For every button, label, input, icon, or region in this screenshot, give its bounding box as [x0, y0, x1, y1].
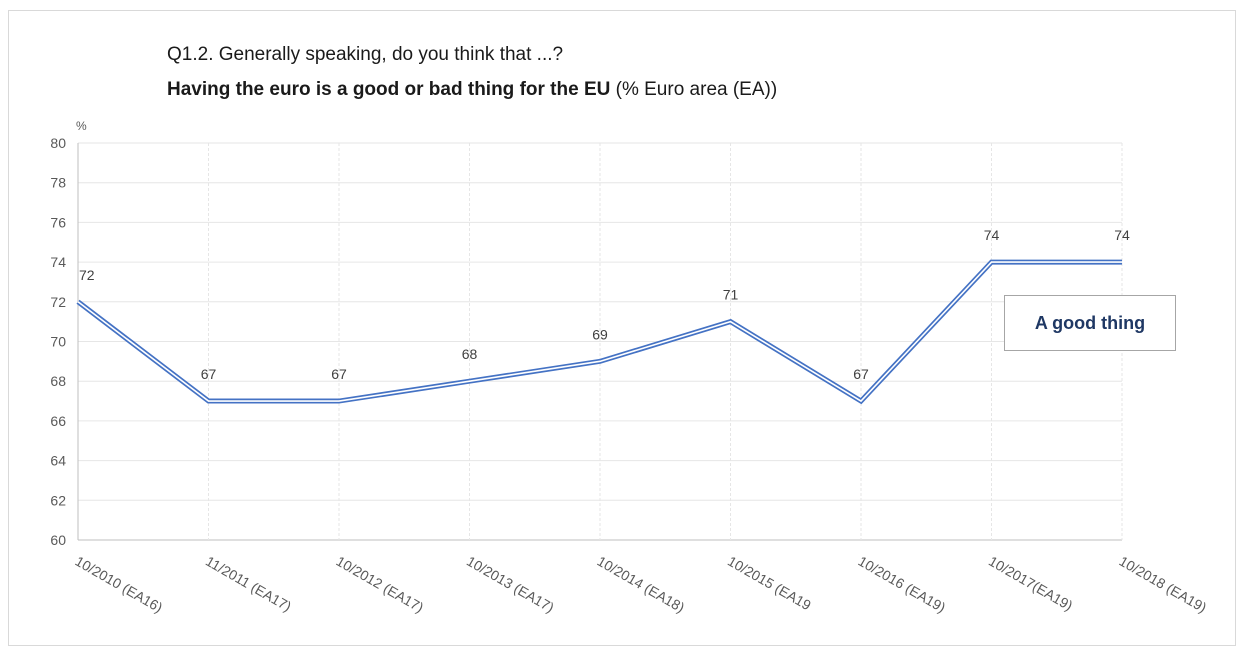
data-labels: 72 67 67 68 69 71 67 74 74 [79, 227, 1130, 382]
x-tick-label: 11/2011 (EA17) [203, 553, 294, 615]
chart-subtitle-bold: Having the euro is a good or bad thing f… [167, 79, 611, 100]
chart-subtitle: Having the euro is a good or bad thing f… [167, 79, 777, 101]
gridlines [77, 142, 1123, 541]
data-label: 72 [79, 267, 95, 283]
x-tick-label: 10/2018 (EA19) [1117, 553, 1210, 616]
y-tick-label: 64 [50, 453, 66, 469]
data-label: 67 [331, 366, 347, 382]
y-tick-label: 62 [50, 492, 66, 508]
data-label: 71 [723, 287, 739, 303]
x-tick-label: 10/2010 (EA16) [73, 553, 166, 616]
series-lines [76, 259, 1122, 405]
x-tick-label: 10/2016 (EA19) [856, 553, 949, 616]
chart-subtitle-suffix: (% Euro area (EA)) [610, 79, 778, 100]
y-tick-label: 68 [50, 373, 66, 389]
axes: 60 62 64 66 68 70 72 74 76 78 80 10/2010 (EA16) 11/2… [50, 119, 1209, 616]
y-tick-label: 60 [50, 532, 66, 548]
y-tick-label: 72 [50, 294, 66, 310]
legend-label-a-good-thing: A good thing [1034, 312, 1146, 333]
y-tick-label: 76 [50, 214, 66, 230]
data-label: 74 [1114, 227, 1130, 243]
legend: A good thing [1004, 295, 1176, 351]
chart-title: Q1.2. Generally speaking, do you think t… [167, 44, 564, 65]
data-label: 74 [984, 227, 1000, 243]
x-tick-label: 10/2017(EA19) [986, 553, 1076, 614]
data-label: 69 [592, 326, 608, 342]
data-label: 68 [462, 346, 478, 362]
x-tick-label: 10/2015 (EA19 [725, 553, 814, 614]
y-tick-label: 80 [50, 135, 66, 151]
data-label: 67 [853, 366, 869, 382]
series-line-inner [77, 261, 1122, 403]
y-tick-label: 70 [50, 334, 66, 350]
y-axis-unit-label: % [76, 119, 87, 133]
y-tick-label: 74 [50, 254, 66, 270]
y-tick-label: 78 [50, 175, 66, 191]
x-tick-label: 10/2013 (EA17) [464, 553, 557, 616]
x-tick-label: 10/2014 (EA18) [595, 553, 688, 616]
y-tick-label: 66 [50, 413, 66, 429]
x-tick-label: 10/2012 (EA17) [334, 553, 427, 616]
data-label: 67 [201, 366, 217, 382]
